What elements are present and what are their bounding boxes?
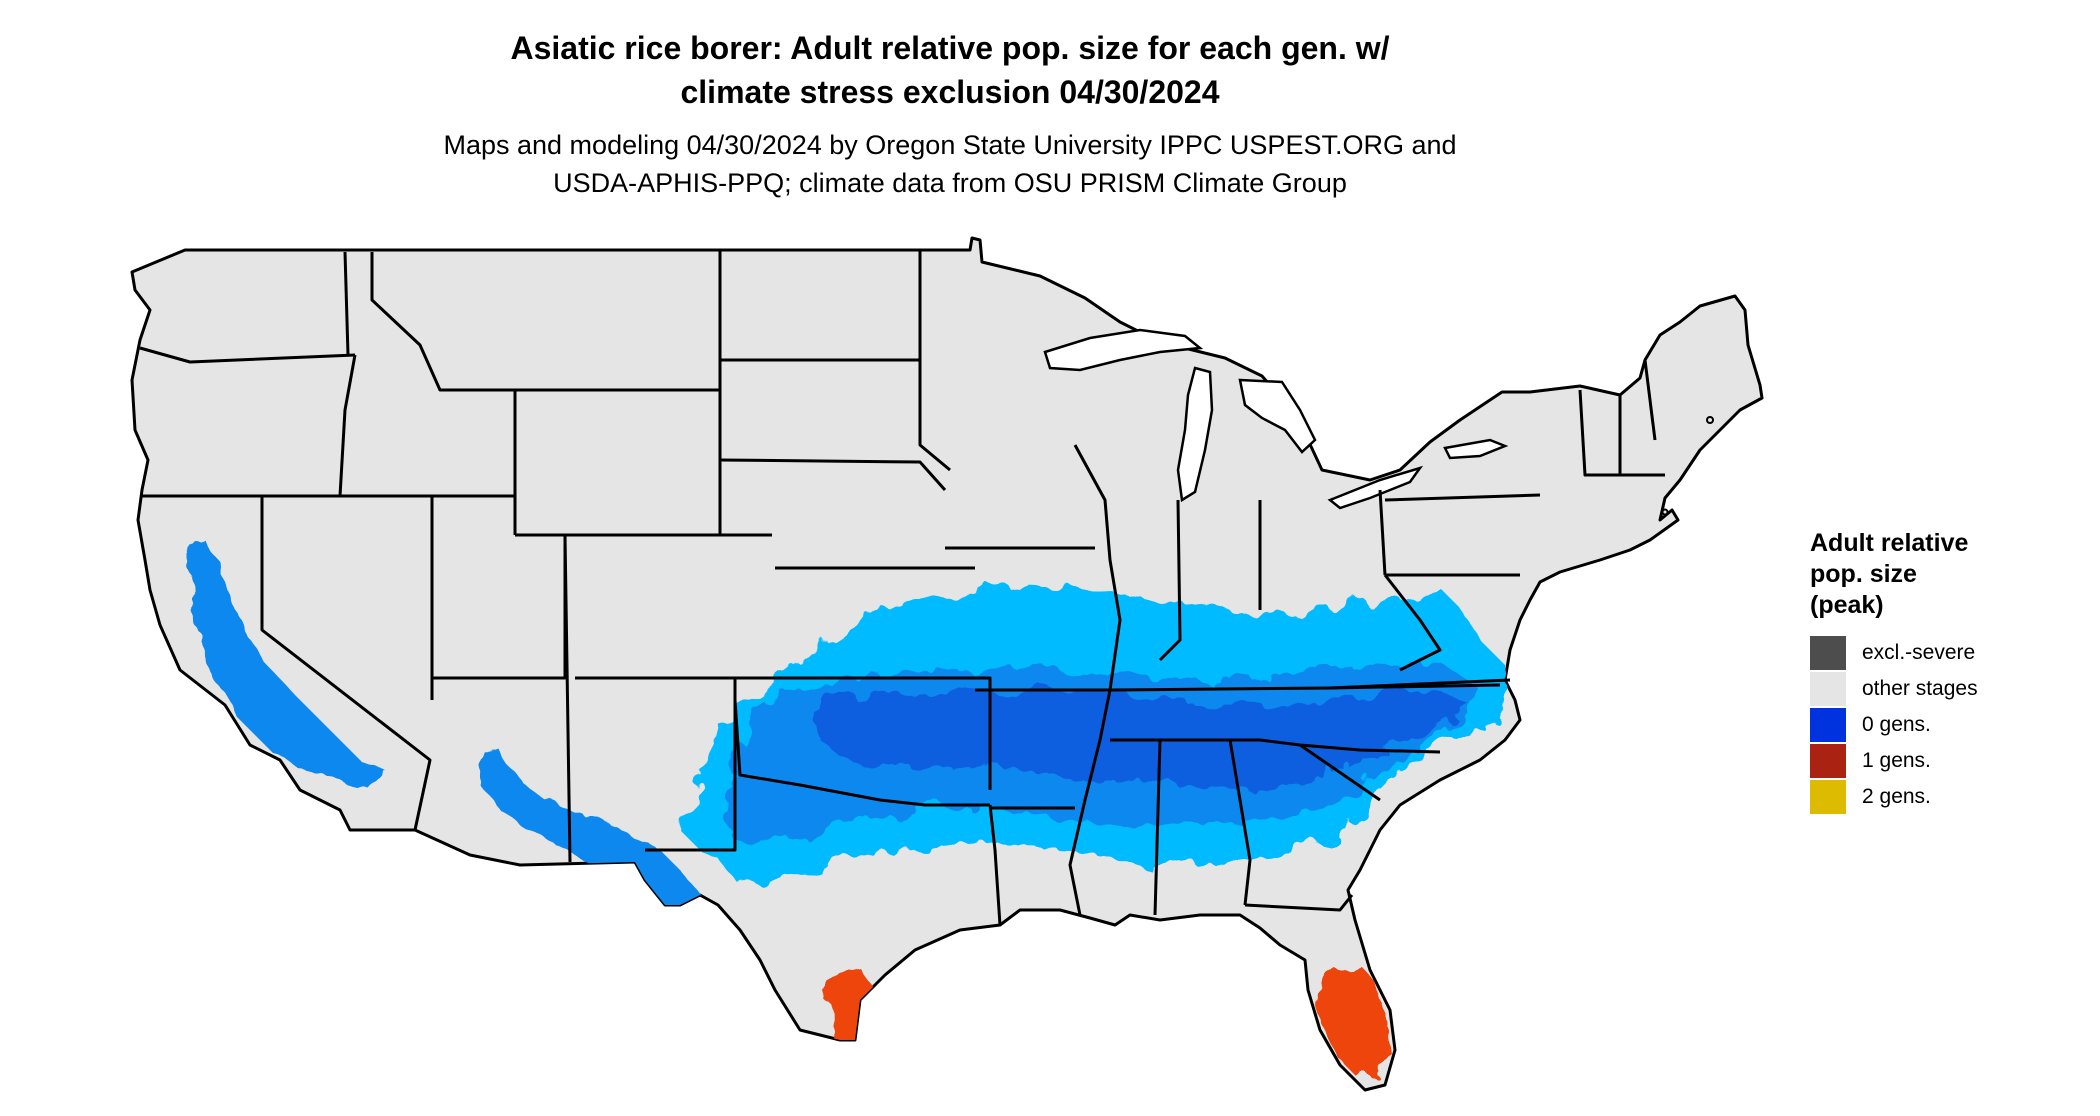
legend-label: 0 gens. — [1862, 713, 1931, 736]
legend: Adult relative pop. size (peak) excl.-se… — [1810, 528, 2080, 815]
legend-swatch — [1810, 780, 1846, 814]
legend-item: 0 gens. — [1810, 707, 2080, 743]
map-title-line-2: climate stress exclusion 04/30/2024 — [680, 74, 1220, 110]
island-1 — [1706, 416, 1714, 424]
zone-0-gens-dark — [815, 690, 1470, 795]
legend-swatch — [1810, 672, 1846, 706]
island-2 — [1661, 508, 1669, 516]
legend-item: other stages — [1810, 671, 2080, 707]
border-va-nc — [1329, 678, 1511, 690]
border-wv-va — [1383, 574, 1442, 672]
legend-title-line-2: pop. size — [1810, 560, 1917, 588]
map-title-line-1: Asiatic rice borer: Adult relative pop. … — [510, 30, 1390, 66]
legend-label: other stages — [1862, 677, 1978, 700]
border-tx-la — [988, 804, 1002, 926]
map-subtitle-line-2: USDA-APHIS-PPQ; climate data from OSU PR… — [553, 168, 1347, 198]
border-wa-or — [139, 346, 356, 364]
us-map — [130, 236, 1764, 1092]
border-nm-tx — [645, 678, 737, 852]
lake-superior — [1043, 328, 1204, 372]
lake-ontario — [1443, 438, 1509, 460]
border-il-in — [1158, 499, 1182, 662]
great-lakes — [1043, 328, 1509, 510]
border-ga-sc — [1299, 743, 1381, 802]
zone-1-gen-florida — [1315, 965, 1392, 1080]
state-borders — [139, 250, 1665, 926]
border-sd-ne — [719, 458, 947, 491]
zone-1-gen-south-texas — [825, 968, 875, 1068]
border-id-mt — [370, 252, 515, 392]
border-al-ga — [1228, 739, 1252, 906]
border-ga-fl — [1244, 894, 1354, 912]
border-ms-al — [1153, 739, 1162, 916]
map-subtitle: Maps and modeling 04/30/2024 by Oregon S… — [0, 126, 1900, 202]
legend-swatch — [1810, 708, 1846, 742]
lake-huron — [1238, 378, 1317, 454]
map-title: Asiatic rice borer: Adult relative pop. … — [0, 26, 1900, 114]
border-pa-ny — [1384, 493, 1541, 502]
legend-item: 1 gens. — [1810, 743, 2080, 779]
legend-label: 1 gens. — [1862, 749, 1931, 772]
border-ks-ok — [772, 676, 992, 790]
legend-item: 2 gens. — [1810, 779, 2080, 815]
map-subtitle-line-1: Maps and modeling 04/30/2024 by Oregon S… — [443, 130, 1457, 160]
border-wa-id — [343, 251, 350, 356]
border-ca-nv — [260, 496, 432, 831]
border-sc-nc — [1299, 743, 1441, 754]
border-mn-wi-ia — [918, 250, 951, 472]
legend-label: excl.-severe — [1862, 641, 1976, 664]
legend-swatch — [1810, 636, 1846, 670]
border-ny-vt-ma — [1578, 389, 1665, 477]
zone-0-gens-southwest — [475, 750, 740, 945]
legend-title: Adult relative pop. size (peak) — [1810, 528, 2080, 621]
legend-item: excl.-severe — [1810, 635, 2080, 671]
border-or-id — [338, 354, 357, 497]
population-fill — [190, 540, 1505, 1080]
legend-label: 2 gens. — [1862, 785, 1931, 808]
zone-0-gens-west-coast — [190, 540, 390, 790]
border-oh-pa — [1378, 489, 1387, 576]
legend-items: excl.-severe other stages 0 gens. 1 gens. 2 … — [1810, 635, 2080, 815]
lake-erie — [1327, 465, 1424, 510]
coastal-islands — [1661, 416, 1714, 516]
border-ok-tx — [733, 699, 990, 807]
legend-swatch — [1810, 744, 1846, 778]
border-nh-me — [1643, 359, 1657, 441]
legend-title-line-3: (peak) — [1810, 591, 1884, 619]
lake-michigan — [1176, 366, 1214, 503]
legend-title-line-1: Adult relative — [1810, 529, 1969, 557]
